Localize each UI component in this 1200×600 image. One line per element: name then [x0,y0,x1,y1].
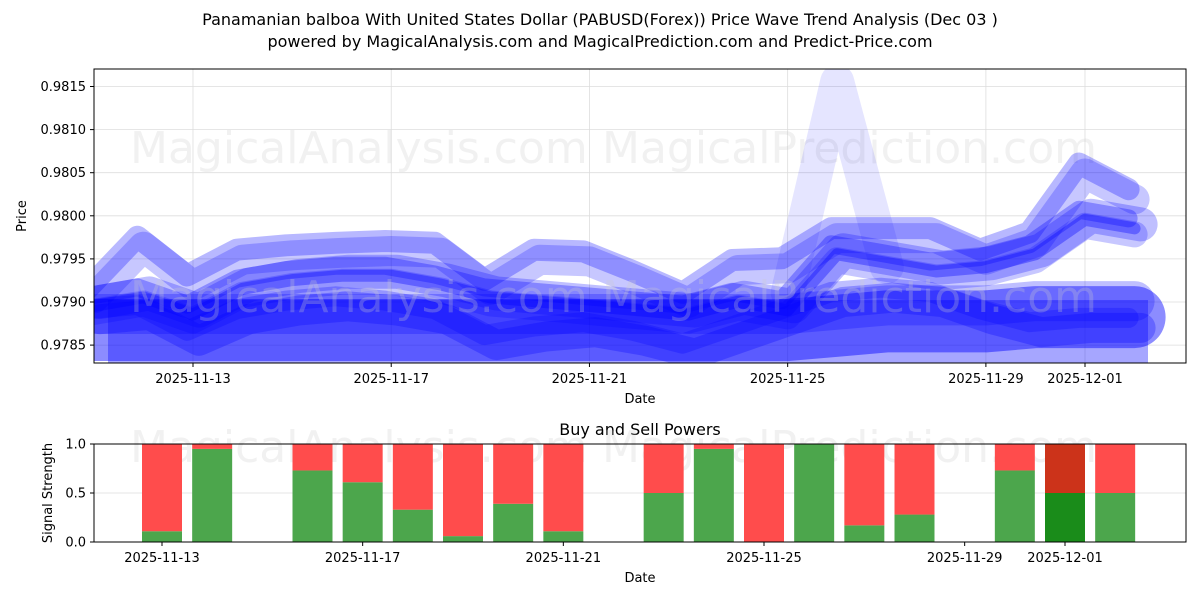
sell-segment [343,444,383,482]
watermark-magicalanalysis: MagicalAnalysis.com [130,123,588,174]
price-y-tick: 0.9805 [41,166,87,181]
signal-bar [192,444,232,542]
signal-bar [844,444,884,542]
buy-segment [543,531,583,542]
signal-y-axis: 0.0 0.5 1.0 [65,438,94,551]
watermark-magicalprediction-overlay: MagicalPrediction.com [602,272,1097,323]
signal-bar [995,444,1035,542]
signal-bar [644,444,684,542]
signal-bar [343,444,383,542]
buy-segment [443,536,483,542]
sell-segment [192,444,232,449]
signal-x-tick: 2025-11-13 [124,551,200,566]
price-y-tick: 0.9800 [41,209,87,224]
signal-x-tick: 2025-11-25 [726,551,802,566]
buy-segment [343,482,383,542]
price-x-tick: 2025-12-01 [1047,372,1123,387]
price-x-tick: 2025-11-21 [552,372,628,387]
sell-segment [1045,444,1085,493]
buy-segment [844,525,884,542]
price-wave-panel: MagicalAnalysis.com MagicalPrediction.co… [15,69,1186,407]
signal-y-axis-label: Signal Strength [41,443,56,543]
price-y-axis: 0.9785 0.9790 0.9795 0.9800 0.9805 0.9810 0.98… [41,80,95,354]
price-x-tick: 2025-11-13 [155,372,231,387]
price-y-tick: 0.9790 [41,296,87,311]
signal-bar [1095,444,1135,542]
signal-bar [543,444,583,542]
price-y-axis-label: Price [15,200,30,232]
signal-bar [393,444,433,542]
signal-bar [142,444,182,542]
sell-segment [1095,444,1135,493]
sell-segment [895,444,935,515]
price-y-tick: 0.9795 [41,252,87,267]
price-y-tick: 0.9815 [41,80,87,95]
sell-segment [293,444,333,470]
signal-bar [293,444,333,542]
signal-x-axis: 2025-11-13 2025-11-17 2025-11-21 2025-11-25… [124,542,1103,566]
buy-segment [1045,493,1085,542]
buy-segment [293,470,333,542]
signal-x-tick: 2025-11-17 [325,551,401,566]
signal-bar [443,444,483,542]
buy-segment [1095,493,1135,542]
signal-bar [794,444,834,542]
sell-segment [393,444,433,510]
price-x-axis-label: Date [624,392,655,407]
sell-segment [694,444,734,449]
signal-x-tick: 2025-11-29 [927,551,1003,566]
sell-segment [543,444,583,531]
buy-sell-panel: Buy and Sell Powers MagicalAnalysis.com … [41,420,1186,586]
buy-segment [794,444,834,542]
price-y-tick: 0.9810 [41,123,87,138]
signal-bar [744,444,784,542]
sell-segment [142,444,182,531]
signal-x-axis-label: Date [624,571,655,586]
buy-segment [995,470,1035,542]
sell-segment [443,444,483,536]
price-x-axis: 2025-11-13 2025-11-17 2025-11-21 2025-11-25… [155,363,1123,387]
buy-segment [895,515,935,542]
buy-segment [192,449,232,542]
signal-bar [493,444,533,542]
signal-bar [694,444,734,542]
sell-segment [995,444,1035,470]
chart-canvas: MagicalAnalysis.com MagicalPrediction.co… [0,0,1200,600]
signal-x-tick: 2025-11-21 [526,551,602,566]
watermark-magicalanalysis-overlay: MagicalAnalysis.com [130,272,588,323]
price-y-tick: 0.9785 [41,339,87,354]
buy-segment [393,510,433,542]
sell-segment [744,444,784,542]
sell-segment [844,444,884,525]
signal-bar [1045,444,1085,542]
price-x-tick: 2025-11-29 [948,372,1024,387]
buy-segment [142,531,182,542]
sell-segment [493,444,533,504]
signal-y-tick: 1.0 [65,438,86,453]
buy-segment [694,449,734,542]
sell-segment [644,444,684,493]
signal-y-tick: 0.5 [65,487,86,502]
buy-segment [644,493,684,542]
buy-segment [493,504,533,542]
signal-y-tick: 0.0 [65,536,86,551]
price-x-tick: 2025-11-25 [750,372,826,387]
signal-bar [895,444,935,542]
signal-x-tick: 2025-12-01 [1027,551,1103,566]
price-x-tick: 2025-11-17 [353,372,429,387]
